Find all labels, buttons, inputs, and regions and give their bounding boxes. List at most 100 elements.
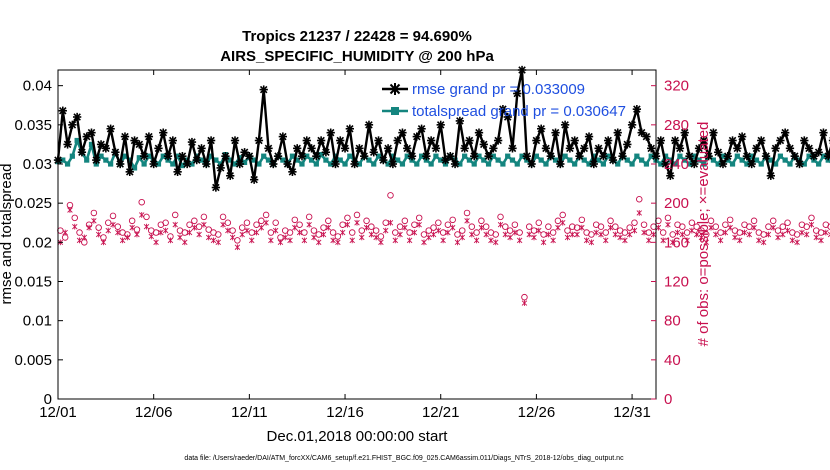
obs-possible-point xyxy=(186,221,193,228)
y-tick-label: 0 xyxy=(44,391,52,408)
obs-evaluated-point xyxy=(641,229,647,236)
obs-evaluated-point xyxy=(373,234,379,241)
rmse-point xyxy=(575,152,584,161)
obs-evaluated-point xyxy=(765,231,772,238)
rmse-point xyxy=(498,105,508,114)
y-right-tick-label: 160 xyxy=(664,234,689,251)
totalspread-point xyxy=(562,153,568,159)
obs-evaluated-point xyxy=(612,231,619,238)
totalspread-point xyxy=(127,157,133,163)
totalspread-point xyxy=(328,161,334,167)
obs-possible-point xyxy=(238,224,246,231)
rmse-point xyxy=(374,136,383,145)
obs-evaluated-point xyxy=(445,229,451,236)
rmse-point xyxy=(560,120,570,129)
totalspread-point xyxy=(256,161,262,167)
rmse-point xyxy=(183,159,192,169)
rmse-point xyxy=(450,159,460,169)
totalspread-point xyxy=(390,153,396,159)
obs-evaluated-point xyxy=(636,210,642,216)
obs-possible-point xyxy=(329,229,337,236)
totalspread-point xyxy=(753,157,760,163)
totalspread-point xyxy=(720,153,726,159)
obs-possible-point xyxy=(698,227,705,234)
totalspread-point xyxy=(514,161,520,167)
rmse-point xyxy=(87,128,96,137)
totalspread-point xyxy=(428,161,434,167)
obs-evaluated-point xyxy=(440,237,446,244)
totalspread-point xyxy=(533,153,539,159)
obs-possible-point xyxy=(320,224,327,231)
obs-possible-point xyxy=(511,221,519,228)
rmse-point xyxy=(120,132,130,141)
totalspread-point xyxy=(462,153,468,159)
rmse-point xyxy=(297,152,307,161)
totalspread-point xyxy=(69,153,75,159)
rmse-point xyxy=(527,159,536,169)
rmse-point xyxy=(479,140,488,149)
obs-evaluated-point xyxy=(139,212,145,218)
obs-evaluated-point xyxy=(550,237,556,244)
obs-evaluated-point xyxy=(316,239,322,246)
rmse-point xyxy=(393,136,402,145)
rmse-point xyxy=(613,128,622,137)
rmse-point xyxy=(154,144,163,153)
rmse-point xyxy=(608,155,618,165)
totalspread-point xyxy=(744,161,750,167)
totalspread-point xyxy=(672,161,678,167)
obs-possible-point xyxy=(492,231,499,238)
rmse-point xyxy=(379,155,388,165)
rmse-point xyxy=(235,159,244,169)
obs-evaluated-point xyxy=(617,234,623,241)
totalspread-point xyxy=(749,153,755,159)
obs-evaluated-point xyxy=(95,231,102,238)
obs-evaluated-point xyxy=(435,227,442,234)
totalspread-point xyxy=(433,153,439,159)
totalspread-point xyxy=(136,155,142,161)
rmse-point xyxy=(360,152,369,161)
y-right-tick-label: 200 xyxy=(664,195,689,212)
rmse-point xyxy=(206,136,216,145)
obs-evaluated-point xyxy=(823,229,829,236)
rmse-point xyxy=(92,155,101,165)
y-tick-label: 0.01 xyxy=(23,313,52,330)
obs-evaluated-point xyxy=(239,231,245,238)
obs-possible-point xyxy=(793,231,801,238)
totalspread-point xyxy=(466,157,473,163)
obs-possible-point xyxy=(71,214,78,222)
totalspread-point xyxy=(170,161,176,167)
obs-evaluated-point xyxy=(382,227,389,234)
rmse-point xyxy=(556,159,565,169)
rmse-point xyxy=(718,159,728,169)
rmse-point xyxy=(656,136,665,145)
obs-possible-point xyxy=(411,221,418,228)
obs-evaluated-point xyxy=(220,221,226,228)
totalspread-point xyxy=(299,161,305,167)
obs-evaluated-point xyxy=(81,234,88,241)
obs-evaluated-point xyxy=(760,239,767,246)
rmse-point xyxy=(604,136,613,145)
rmse-point xyxy=(666,171,675,180)
obs-evaluated-point xyxy=(780,231,786,238)
rmse-point xyxy=(627,120,637,129)
obs-evaluated-point xyxy=(507,234,513,241)
rmse-point xyxy=(623,140,632,149)
rmse-point xyxy=(302,136,311,145)
totalspread-point xyxy=(213,157,219,163)
totalspread-point xyxy=(643,161,650,167)
obs-evaluated-point xyxy=(167,237,174,244)
y-axis-left: 0 0.005 0.01 0.015 0.02 0.025 0.03 0.035 0.04 xyxy=(14,78,63,408)
totalspread-point xyxy=(399,161,406,167)
rmse-point xyxy=(546,152,555,161)
obs-evaluated-point xyxy=(555,224,561,231)
obs-evaluated-point xyxy=(803,231,810,238)
rmse-point xyxy=(422,152,431,161)
obs-evaluated-point xyxy=(516,237,523,244)
obs-possible-point xyxy=(559,211,566,219)
obs-evaluated-point xyxy=(559,219,566,226)
obs-evaluated-point xyxy=(426,234,432,241)
obs-evaluated-point xyxy=(143,223,150,230)
rmse-point xyxy=(173,167,182,176)
totalspread-point xyxy=(543,161,549,167)
